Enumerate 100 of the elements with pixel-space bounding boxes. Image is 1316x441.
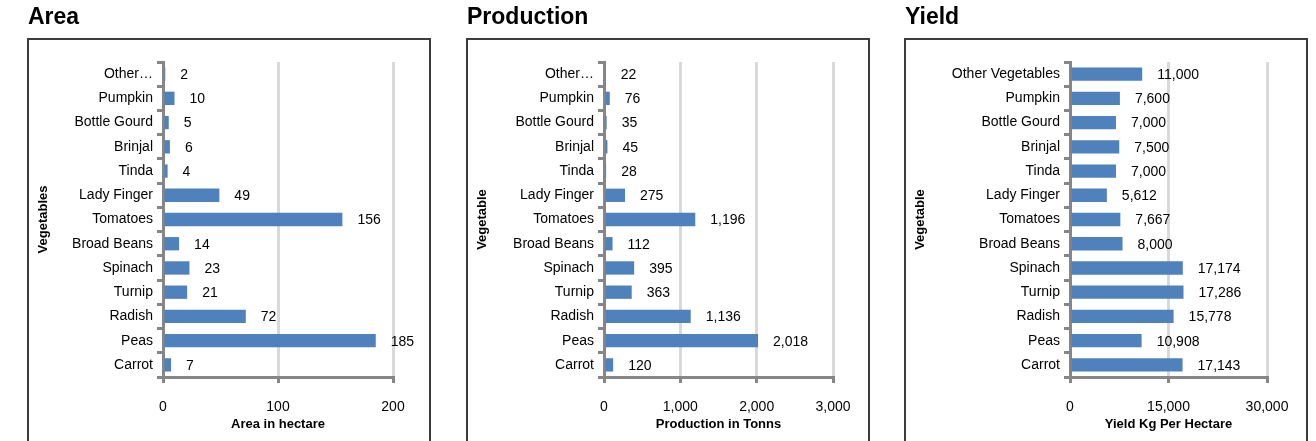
- data-label: 7,500: [1134, 138, 1170, 155]
- bar: [605, 261, 635, 275]
- chart-title: Production: [467, 3, 589, 30]
- bar: [164, 358, 172, 372]
- data-label: 10,908: [1156, 332, 1200, 349]
- y-tick-label: Tomatoes: [92, 210, 153, 227]
- bar: [605, 309, 691, 324]
- y-tick-label: Carrot: [114, 355, 154, 372]
- x-tick-label: 30,000: [1245, 398, 1289, 415]
- data-label: 112: [627, 235, 651, 252]
- data-label: 185: [390, 332, 415, 349]
- chart-title: Area: [28, 3, 80, 30]
- x-tick-label: 2,000: [739, 398, 775, 415]
- data-label: 14: [194, 235, 210, 252]
- bar: [605, 285, 632, 299]
- bar: [164, 261, 190, 275]
- bar: [164, 237, 180, 251]
- data-label: 8,000: [1137, 235, 1173, 252]
- y-tick-label: Tomatoes: [533, 210, 594, 227]
- x-tick-label: 200: [381, 398, 405, 415]
- bar: [605, 358, 614, 372]
- y-tick-label: Other…: [103, 64, 153, 81]
- data-label: 5,612: [1121, 187, 1158, 204]
- data-label: 11,000: [1157, 65, 1200, 82]
- y-tick-label: Peas: [562, 331, 594, 348]
- data-label: 76: [624, 90, 641, 107]
- y-tick-label: Broad Beans: [72, 234, 153, 251]
- y-tick-label: Turnip: [1020, 283, 1061, 300]
- data-label: 363: [646, 284, 671, 301]
- y-tick-label: Lady Finger: [520, 186, 595, 203]
- y-tick-label: Pumpkin: [1005, 89, 1060, 106]
- bar: [1071, 188, 1107, 202]
- data-label: 7: [186, 356, 195, 373]
- data-label: 17,286: [1198, 284, 1242, 301]
- y-tick-label: Pumpkin: [539, 89, 594, 106]
- y-axis-title: Vegetables: [35, 185, 51, 254]
- y-tick-label: Turnip: [113, 283, 154, 300]
- bar: [164, 188, 220, 202]
- data-label: 120: [628, 356, 652, 373]
- bar: [164, 140, 170, 154]
- data-label: 7,600: [1134, 90, 1171, 107]
- y-tick-label: Brinjal: [555, 137, 594, 154]
- data-label: 17,174: [1197, 259, 1241, 276]
- y-tick-label: Tinda: [1025, 161, 1061, 178]
- data-label: 72: [260, 308, 277, 325]
- bar: [1071, 237, 1123, 251]
- y-tick-label: Spinach: [1009, 258, 1060, 275]
- bar: [164, 91, 175, 106]
- y-tick-label: Brinjal: [1021, 137, 1060, 154]
- bar: [1071, 261, 1183, 275]
- y-tick-label: Spinach: [102, 258, 153, 275]
- y-tick-label: Bottle Gourd: [74, 113, 153, 130]
- y-tick-label: Brinjal: [114, 137, 153, 154]
- y-tick-label: Broad Beans: [513, 234, 594, 251]
- y-tick-label: Carrot: [1021, 355, 1061, 372]
- bar: [605, 212, 696, 227]
- data-label: 2: [180, 65, 189, 82]
- y-tick-label: Radish: [109, 307, 153, 324]
- bar: [1071, 358, 1183, 372]
- bar: [1071, 333, 1142, 348]
- y-tick-label: Pumpkin: [98, 89, 153, 106]
- data-label: 49: [234, 187, 251, 204]
- chart-title: Yield: [905, 3, 960, 30]
- bar: [1071, 164, 1116, 178]
- y-tick-label: Bottle Gourd: [981, 113, 1060, 130]
- x-tick-label: 1,000: [662, 398, 699, 415]
- y-axis-title: Vegetable: [912, 189, 928, 250]
- y-tick-label: Lady Finger: [986, 186, 1061, 203]
- data-label: 28: [621, 162, 637, 179]
- bar: [1071, 67, 1143, 81]
- data-label: 2,018: [773, 332, 809, 349]
- bar: [164, 212, 343, 227]
- data-label: 395: [649, 259, 673, 276]
- data-label: 45: [622, 138, 639, 155]
- y-tick-label: Radish: [550, 307, 594, 324]
- bar: [1071, 212, 1121, 227]
- bar: [164, 309, 246, 324]
- y-tick-label: Peas: [121, 331, 153, 348]
- x-axis-title: Yield Kg Per Hectare: [1104, 415, 1233, 431]
- y-axis-title: Vegetable: [474, 189, 490, 250]
- y-tick-label: Turnip: [554, 283, 595, 300]
- data-label: 35: [621, 114, 638, 131]
- y-tick-label: Spinach: [543, 258, 594, 275]
- data-label: 7,667: [1135, 211, 1171, 228]
- data-label: 10: [189, 90, 206, 107]
- data-label: 7,000: [1130, 114, 1167, 131]
- data-label: 5: [183, 114, 192, 131]
- x-tick-label: 0: [600, 398, 609, 415]
- bar: [605, 188, 625, 202]
- x-tick-label: 0: [1066, 398, 1075, 415]
- bar: [1071, 140, 1120, 154]
- data-label: 22: [620, 65, 637, 82]
- data-label: 15,778: [1188, 308, 1232, 325]
- bar: [1071, 309, 1174, 324]
- y-tick-label: Tinda: [118, 161, 154, 178]
- data-label: 4: [182, 162, 191, 179]
- x-axis-title: Production in Tonns: [655, 415, 782, 431]
- x-tick-label: 0: [159, 398, 168, 415]
- y-tick-label: Peas: [1028, 331, 1060, 348]
- data-label: 1,136: [705, 308, 741, 325]
